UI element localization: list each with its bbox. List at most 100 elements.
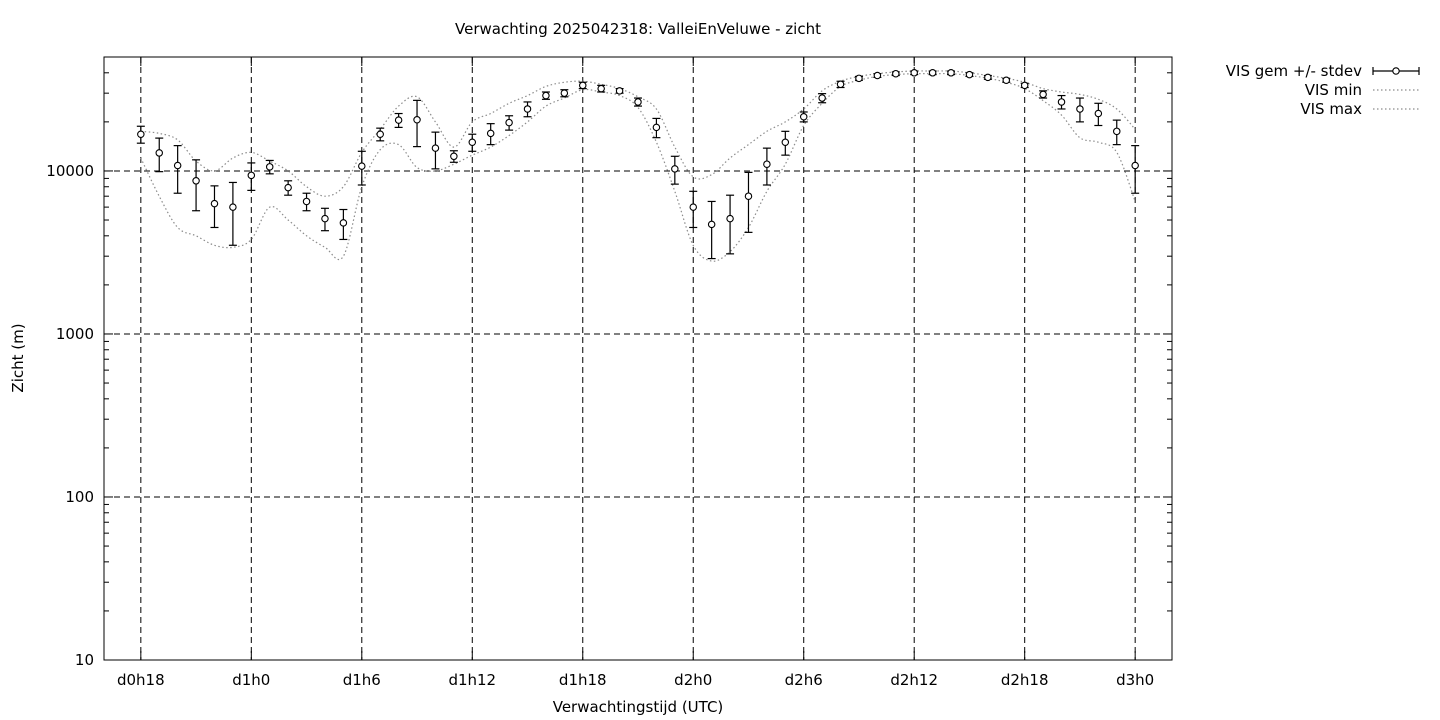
vis-mean-point: [1131, 145, 1140, 194]
mean-marker: [634, 98, 642, 106]
vis-mean-point: [652, 117, 661, 139]
vis-max-line: [140, 70, 1136, 197]
mean-marker: [1057, 98, 1066, 106]
vis-mean-point: [1075, 97, 1084, 123]
vis-mean-point: [541, 91, 550, 100]
vis-mean-point: [818, 93, 827, 104]
x-tick-label: d1h12: [448, 671, 496, 689]
vis-mean-point: [210, 185, 219, 229]
legend-label: VIS min: [1305, 81, 1362, 99]
vis-mean-point: [431, 131, 440, 170]
mean-marker: [542, 91, 550, 100]
mean-marker: [1076, 105, 1084, 113]
mean-marker: [376, 130, 384, 138]
x-tick-label: d2h18: [1001, 671, 1049, 689]
vis-mean-point: [1094, 102, 1103, 127]
vis-mean-point: [357, 150, 366, 186]
series-points: [136, 69, 1140, 260]
x-tick-label: d1h0: [232, 671, 270, 689]
x-axis: d0h18 d1h0 d1h6 d1h12 d1h18 d2h0 d2h6 d2h12 d2h1…: [117, 57, 1154, 689]
mean-marker: [247, 171, 256, 180]
vis-mean-point: [615, 87, 624, 95]
mean-marker: [707, 220, 716, 229]
mean-marker: [836, 80, 845, 89]
x-tick-label: d2h6: [785, 671, 823, 689]
mean-marker: [1113, 127, 1121, 136]
vis-mean-point: [707, 200, 716, 260]
vis-mean-point: [836, 80, 845, 89]
mean-marker: [652, 123, 661, 132]
y-tick-label: 10000: [46, 162, 94, 180]
mean-marker: [1020, 81, 1029, 90]
mean-marker: [855, 74, 863, 83]
y-tick-label: 10: [75, 651, 94, 669]
mean-marker: [928, 69, 937, 77]
grid-lines: [104, 57, 1172, 660]
mean-marker: [321, 214, 329, 223]
vis-mean-point: [394, 112, 403, 128]
vis-mean-point: [689, 190, 698, 229]
mean-marker: [1094, 109, 1103, 118]
vis-mean-point: [173, 145, 182, 194]
legend-label: VIS max: [1300, 100, 1362, 118]
vis-mean-point: [468, 133, 477, 152]
vis-mean-point: [247, 162, 256, 191]
mean-marker: [468, 138, 477, 146]
mean-marker: [560, 89, 569, 97]
mean-marker: [210, 199, 219, 208]
x-tick-label: d1h18: [559, 671, 607, 689]
mean-marker: [284, 183, 292, 192]
vis-mean-point: [486, 123, 495, 146]
vis-mean-point: [762, 147, 771, 186]
vis-mean-point: [376, 127, 385, 142]
mean-marker: [818, 94, 826, 102]
vis-min-line: [140, 72, 1136, 262]
vis-mean-point: [1020, 81, 1029, 90]
vis-mean-point: [505, 115, 514, 131]
vis-mean-point: [873, 71, 882, 80]
mean-marker: [799, 113, 808, 121]
vis-mean-point: [136, 125, 145, 144]
vis-mean-point: [854, 74, 863, 83]
mean-marker: [892, 69, 900, 78]
mean-marker: [615, 87, 624, 95]
vis-mean-point: [228, 181, 237, 246]
legend-label: VIS gem +/- stdev: [1226, 62, 1362, 80]
mean-marker: [413, 116, 421, 124]
vis-mean-point: [965, 70, 974, 79]
mean-marker: [781, 138, 790, 146]
vis-mean-point: [560, 89, 569, 98]
vis-mean-point: [320, 207, 329, 232]
vis-mean-point: [781, 130, 790, 156]
mean-marker: [339, 219, 348, 227]
vis-mean-point: [983, 73, 992, 82]
mean-marker: [910, 69, 918, 77]
mean-marker: [229, 203, 237, 211]
mean-marker: [726, 214, 734, 223]
vis-mean-point: [302, 192, 311, 212]
x-tick-label: d2h0: [674, 671, 712, 689]
mean-marker: [358, 162, 366, 170]
mean-marker: [450, 152, 458, 161]
mean-marker: [155, 149, 163, 157]
vis-mean-point: [449, 150, 458, 163]
mean-marker: [192, 177, 200, 185]
y-tick-label: 1000: [56, 325, 94, 343]
mean-marker: [431, 144, 440, 152]
y-tick-label: 100: [65, 488, 94, 506]
vis-mean-point: [928, 69, 937, 77]
x-tick-label: d2h12: [890, 671, 938, 689]
mean-marker: [394, 116, 403, 124]
vis-mean-point: [744, 171, 753, 233]
legend-swatch: [1392, 67, 1400, 75]
mean-marker: [671, 165, 679, 173]
mean-marker: [137, 130, 145, 138]
mean-marker: [984, 73, 992, 82]
mean-marker: [505, 118, 513, 127]
mean-marker: [689, 203, 697, 211]
mean-marker: [523, 105, 532, 113]
y-axis-label: Zicht (m): [9, 323, 27, 392]
plot-frame: [103, 56, 1173, 661]
